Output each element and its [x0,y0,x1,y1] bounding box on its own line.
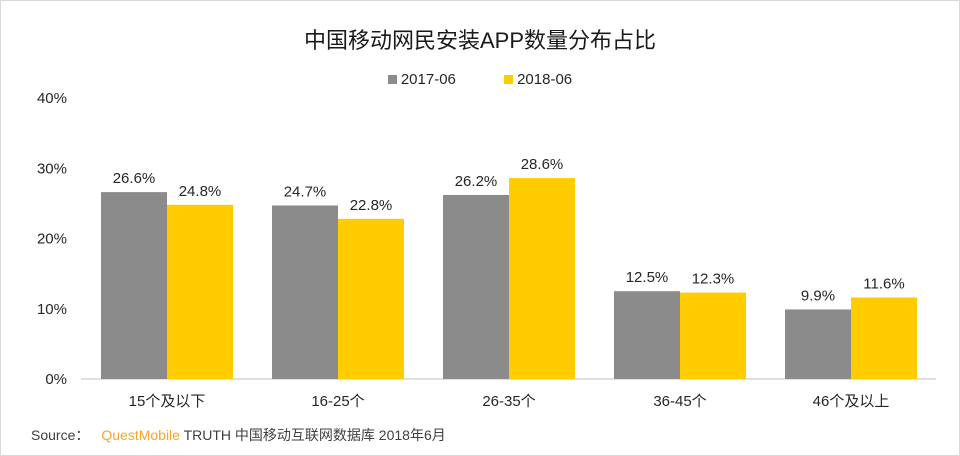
bar-2018-06 [338,218,404,379]
source-text: TRUTH 中国移动互联网数据库 2018年6月 [183,427,446,443]
legend-item-2018: 2018-06 [504,71,572,88]
x-tick-label: 26-35个 [482,393,535,410]
bar-2017-06 [272,205,338,379]
data-label: 12.5% [626,269,669,286]
y-tick-label: 20% [37,231,67,248]
y-tick-label: 0% [45,371,67,388]
source-note: Source： QuestMobile TRUTH 中国移动互联网数据库 2018… [31,425,446,445]
legend: 2017-06 2018-06 [1,71,959,88]
y-tick-label: 30% [37,160,67,177]
legend-swatch [504,75,514,84]
data-label: 9.9% [801,287,835,304]
bar-2018-06 [680,292,746,379]
data-label: 26.6% [113,170,156,187]
y-tick-label: 40% [37,90,67,107]
data-label: 11.6% [863,276,904,293]
data-label: 24.7% [284,183,327,200]
x-tick-label: 15个及以下 [129,393,206,410]
legend-label: 2018-06 [517,71,573,88]
bar-2017-06 [101,192,167,379]
y-tick-label: 10% [37,301,67,318]
x-tick-label: 46个及以上 [813,393,890,410]
legend-item-2017: 2017-06 [387,71,456,88]
data-label: 28.6% [521,156,564,173]
bar-2018-06 [167,204,233,379]
source-brand-logo: QuestMobile [101,427,180,443]
data-label: 12.3% [692,271,735,288]
source-label: Source： [31,427,90,443]
data-label: 22.8% [350,197,393,214]
x-tick-label: 16-25个 [311,393,364,410]
legend-swatch [387,75,397,84]
data-label: 26.2% [455,173,498,190]
bar-2018-06 [509,178,575,379]
bar-2018-06 [851,297,917,379]
chart-title: 中国移动网民安装APP数量分布占比 [303,28,657,53]
x-tick-label: 36-45个 [653,393,706,410]
data-label: 24.8% [179,183,222,200]
bar-2017-06 [443,194,509,379]
bar-2017-06 [614,291,680,379]
legend-label: 2017-06 [400,71,456,88]
bar-2017-06 [785,309,851,379]
